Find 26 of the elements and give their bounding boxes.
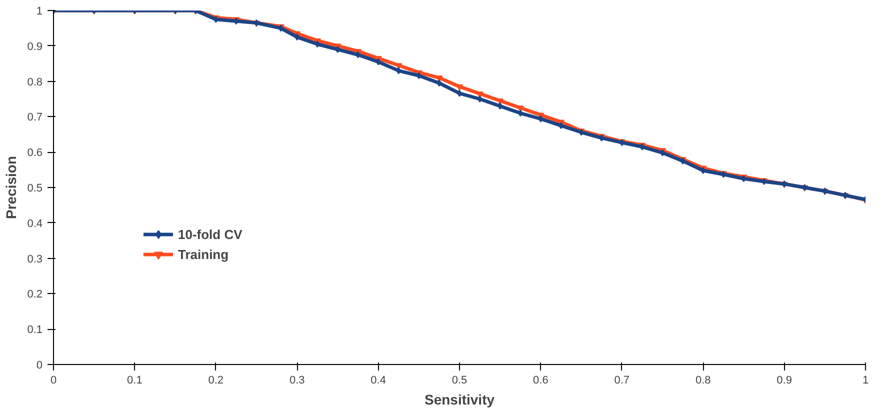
y-tick-label: 0.2 <box>27 288 43 301</box>
y-tick-label: 0.6 <box>27 147 43 160</box>
y-tick-label: 0.5 <box>27 182 43 194</box>
x-tick-label: 0.2 <box>208 374 224 386</box>
x-tick-label: 0.5 <box>452 374 468 386</box>
x-tick-label: 0.8 <box>695 374 711 386</box>
x-tick-label: 0.3 <box>289 374 305 386</box>
legend-label: 10-fold CV <box>178 226 242 242</box>
x-tick-label: 0.1 <box>127 374 142 386</box>
y-tick-label: 0 <box>36 360 43 372</box>
legend-label: Training <box>178 246 229 262</box>
x-tick-label: 0.6 <box>533 374 548 386</box>
y-tick-label: 0.7 <box>27 112 43 124</box>
x-tick-label: 0.4 <box>370 374 386 386</box>
x-tick-label: 0 <box>50 374 57 386</box>
y-tick-label: 0.1 <box>27 324 43 336</box>
x-tick-label: 0.9 <box>776 374 792 386</box>
y-tick-label: 0.8 <box>27 76 43 88</box>
y-tick-label: 1 <box>36 6 43 18</box>
y-tick-label: 0.4 <box>27 218 43 230</box>
x-axis-title: Sensitivity <box>424 392 495 408</box>
y-axis-title: Precision <box>3 156 20 220</box>
y-tick-label: 0.9 <box>27 40 43 53</box>
x-tick-label: 1 <box>862 374 869 386</box>
x-tick-label: 0.7 <box>614 374 630 386</box>
y-tick-label: 0.3 <box>27 253 43 266</box>
